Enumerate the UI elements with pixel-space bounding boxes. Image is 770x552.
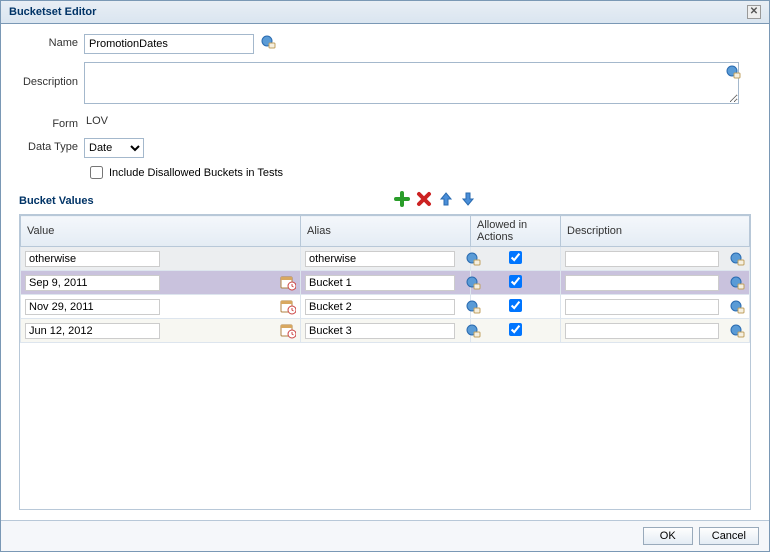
alias-input[interactable] <box>305 275 455 291</box>
alias-locale-icon[interactable] <box>465 275 481 291</box>
close-icon[interactable]: ✕ <box>747 5 761 19</box>
move-up-icon[interactable] <box>438 191 454 210</box>
bucketset-editor-dialog: Bucketset Editor ✕ Name Description Form… <box>0 0 770 552</box>
bucket-values-table: Value Alias Allowed in Actions Descripti… <box>20 215 750 343</box>
bucket-values-table-wrap: Value Alias Allowed in Actions Descripti… <box>19 214 751 510</box>
value-input[interactable] <box>25 275 160 291</box>
bucket-values-title: Bucket Values <box>19 195 94 207</box>
date-picker-icon[interactable] <box>280 299 296 315</box>
datatype-row: Data Type Date <box>19 138 751 158</box>
bucket-values-header-row: Bucket Values <box>19 191 751 214</box>
dialog-title: Bucketset Editor <box>9 6 747 18</box>
alias-input[interactable] <box>305 323 455 339</box>
allowed-checkbox[interactable] <box>509 251 522 264</box>
value-input[interactable] <box>25 299 160 315</box>
description-input[interactable] <box>565 323 719 339</box>
col-allowed[interactable]: Allowed in Actions <box>471 216 561 247</box>
titlebar: Bucketset Editor ✕ <box>1 1 769 24</box>
description-locale-icon[interactable] <box>729 323 745 339</box>
col-alias[interactable]: Alias <box>301 216 471 247</box>
col-description[interactable]: Description <box>561 216 750 247</box>
description-input[interactable] <box>84 62 739 104</box>
description-input[interactable] <box>565 251 719 267</box>
description-row: Description <box>19 62 751 107</box>
alias-locale-icon[interactable] <box>465 299 481 315</box>
value-input[interactable] <box>25 251 160 267</box>
alias-locale-icon[interactable] <box>465 323 481 339</box>
table-row[interactable] <box>21 271 750 295</box>
table-header-row: Value Alias Allowed in Actions Descripti… <box>21 216 750 247</box>
value-input[interactable] <box>25 323 160 339</box>
form-type-row: Form LOV <box>19 115 751 130</box>
description-label: Description <box>19 62 84 88</box>
alias-input[interactable] <box>305 251 455 267</box>
form-type-value: LOV <box>84 115 108 127</box>
datatype-label: Data Type <box>19 138 84 153</box>
name-label: Name <box>19 34 84 49</box>
table-row[interactable] <box>21 247 750 271</box>
description-locale-icon[interactable] <box>725 64 741 80</box>
ok-button[interactable]: OK <box>643 527 693 545</box>
table-row[interactable] <box>21 295 750 319</box>
description-locale-icon[interactable] <box>729 251 745 267</box>
description-input[interactable] <box>565 299 719 315</box>
name-locale-icon[interactable] <box>260 34 276 50</box>
form-type-label: Form <box>19 115 84 130</box>
allowed-checkbox[interactable] <box>509 275 522 288</box>
allowed-checkbox[interactable] <box>509 323 522 336</box>
date-picker-icon[interactable] <box>280 323 296 339</box>
add-icon[interactable] <box>394 191 410 210</box>
datatype-select[interactable]: Date <box>84 138 144 158</box>
name-row: Name <box>19 34 751 54</box>
alias-locale-icon[interactable] <box>465 251 481 267</box>
include-disallowed-label: Include Disallowed Buckets in Tests <box>109 167 283 179</box>
table-row[interactable] <box>21 319 750 343</box>
dialog-footer: OK Cancel <box>1 520 769 551</box>
name-input[interactable] <box>84 34 254 54</box>
col-value[interactable]: Value <box>21 216 301 247</box>
alias-input[interactable] <box>305 299 455 315</box>
cancel-button[interactable]: Cancel <box>699 527 759 545</box>
allowed-checkbox[interactable] <box>509 299 522 312</box>
description-input[interactable] <box>565 275 719 291</box>
move-down-icon[interactable] <box>460 191 476 210</box>
include-disallowed-row: Include Disallowed Buckets in Tests <box>90 166 751 179</box>
delete-icon[interactable] <box>416 191 432 210</box>
dialog-content: Name Description Form LOV Data Type Date <box>1 24 769 520</box>
date-picker-icon[interactable] <box>280 275 296 291</box>
bucket-values-toolbar <box>394 191 476 210</box>
include-disallowed-checkbox[interactable] <box>90 166 103 179</box>
description-locale-icon[interactable] <box>729 275 745 291</box>
description-locale-icon[interactable] <box>729 299 745 315</box>
